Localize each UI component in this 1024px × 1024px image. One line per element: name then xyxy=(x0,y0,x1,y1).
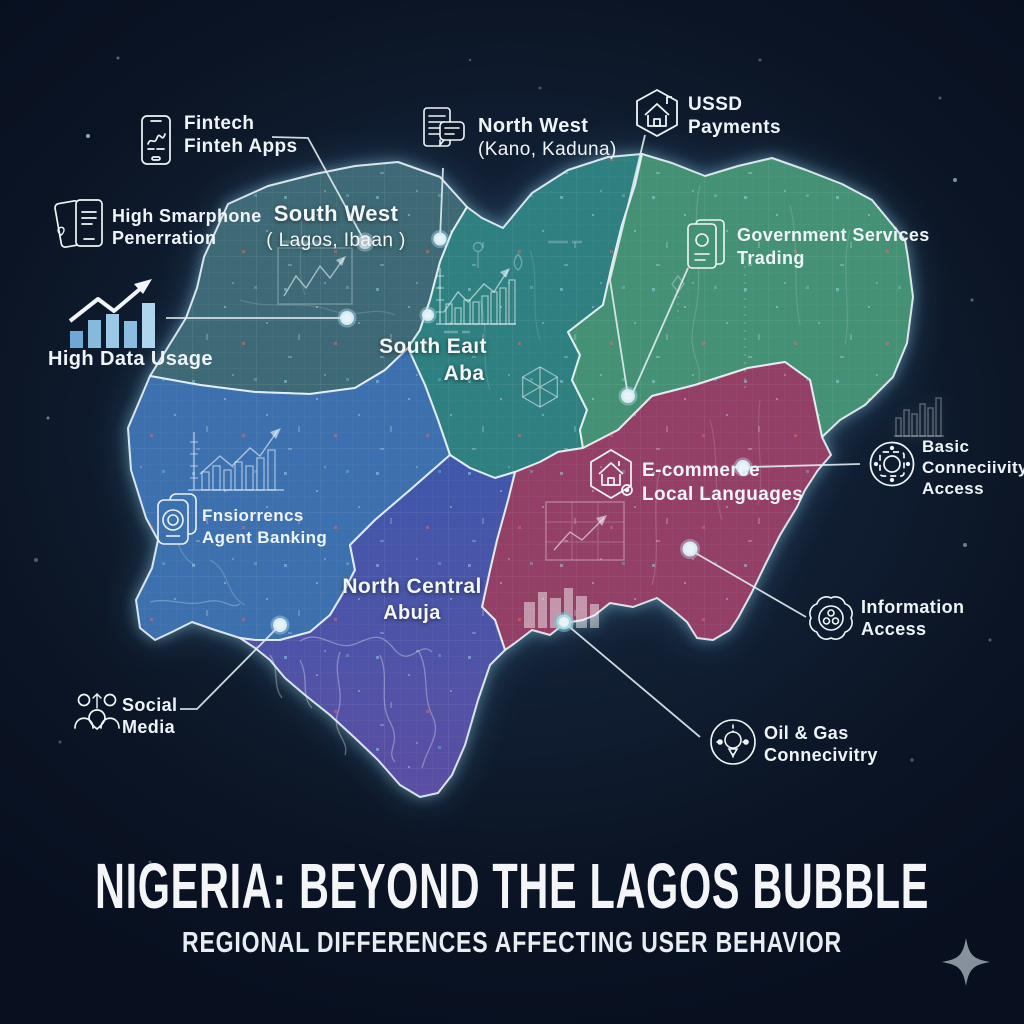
svg-text:USSD: USSD xyxy=(688,94,742,115)
piggy-bank-icon xyxy=(157,493,197,545)
documents-icon xyxy=(423,107,465,148)
svg-text:Information: Information xyxy=(861,597,964,617)
callout-ussd: USSD Payments xyxy=(636,89,781,138)
svg-text:High Smarphone: High Smarphone xyxy=(112,206,262,226)
connector-ecommerce xyxy=(749,463,861,468)
connector-north-west xyxy=(439,167,444,240)
hexagon-home-icon xyxy=(636,89,678,137)
seal-badge-icon xyxy=(809,596,853,640)
callout-fintech: Fintech Finteh Apps xyxy=(141,113,297,165)
people-icon xyxy=(74,693,120,731)
callout-social: Social Media xyxy=(74,693,177,737)
svg-text:Penerration: Penerration xyxy=(112,228,216,248)
bar-chart-glyph-ne xyxy=(894,397,944,437)
svg-text:Media: Media xyxy=(122,717,176,737)
svg-text:Access: Access xyxy=(922,479,984,498)
annotation-agent-banking: Fnsiorrencs Agent Banking xyxy=(157,493,327,547)
svg-text:Finteh Apps: Finteh Apps xyxy=(184,136,297,157)
svg-text:Conneciivity: Conneciivity xyxy=(922,458,1024,477)
svg-text:Fintech: Fintech xyxy=(184,113,254,134)
nigeria-map xyxy=(127,153,944,798)
svg-text:Local Languages: Local Languages xyxy=(642,484,803,505)
svg-text:Fnsiorrencs: Fnsiorrencs xyxy=(202,506,304,525)
connector-oil-gas xyxy=(565,623,701,738)
region-labels: South West ( Lagos, Ibaan ) South Eaıt A… xyxy=(266,201,487,624)
teardrop-glyph xyxy=(513,253,523,271)
label-south-west-cities: ( Lagos, Ibaan ) xyxy=(266,230,405,251)
annotation-e-commerce: E-commerce Local Languages xyxy=(590,449,803,505)
label-south-west: South West xyxy=(274,201,399,226)
svg-text:Agent Banking: Agent Banking xyxy=(202,528,327,547)
map-chart-glyphs xyxy=(188,240,944,628)
svg-text:Access: Access xyxy=(861,619,926,639)
mobile-app-icon xyxy=(141,115,171,165)
svg-text:Oil & Gas: Oil & Gas xyxy=(764,723,849,743)
svg-text:Government Services: Government Services xyxy=(737,225,930,245)
connector-information xyxy=(691,550,807,618)
title-block: NIGERIA: BEYOND THE LAGOS BUBBLE REGIONA… xyxy=(95,850,929,959)
connector-government xyxy=(630,267,689,398)
state-boundaries xyxy=(149,184,851,769)
growth-bars-icon xyxy=(68,279,155,348)
svg-text:North West: North West xyxy=(478,115,588,137)
svg-text:(Kano, Kaduna): (Kano, Kaduna) xyxy=(478,139,617,160)
label-north-central: North Central xyxy=(342,575,481,598)
hex-wheel-glyph xyxy=(522,366,558,408)
svg-text:Social: Social xyxy=(122,695,177,715)
callout-information: Information Access xyxy=(809,596,964,640)
sparkle-icon xyxy=(942,938,990,986)
hexagon-house-icon xyxy=(590,449,633,499)
connector-fintech xyxy=(271,136,366,243)
callout-north-west: North West (Kano, Kaduna) xyxy=(423,107,617,160)
connector-social xyxy=(180,624,281,710)
svg-text:E-commerce: E-commerce xyxy=(642,460,760,481)
connector-ussd xyxy=(609,134,646,397)
svg-text:High Data Usage: High Data Usage xyxy=(48,348,213,370)
label-north-central-city: Abuja xyxy=(383,602,441,624)
city-blocks-glyph xyxy=(524,588,599,628)
label-south-east: South Eaıt xyxy=(379,335,487,358)
callout-smartphone: High Smarphone Penerration xyxy=(54,199,262,248)
gear-circle-icon xyxy=(869,441,915,487)
svg-text:Trading: Trading xyxy=(737,248,805,268)
svg-text:Basic: Basic xyxy=(922,437,969,456)
callout-oil-gas: Oil & Gas Connecivitry xyxy=(710,719,878,765)
poster-title: NIGERIA: BEYOND THE LAGOS BUBBLE xyxy=(95,850,929,922)
bar-chart-glyph-west xyxy=(188,428,284,491)
label-south-east-city: Aba xyxy=(444,362,485,385)
background-stars xyxy=(34,56,992,864)
smartphone-icon xyxy=(54,199,103,248)
svg-text:Connecivitry: Connecivitry xyxy=(764,745,878,765)
circle-glyph xyxy=(472,241,484,253)
poster-subtitle: REGIONAL DIFFERENCES AFFECTING USER BEHA… xyxy=(182,927,842,959)
annotation-government-services: Government Services Trading xyxy=(687,219,930,269)
connector-dots xyxy=(270,230,753,635)
line-chart-glyph-east xyxy=(545,501,625,561)
svg-text:Payments: Payments xyxy=(688,117,781,138)
compass-circle-icon xyxy=(710,719,756,765)
id-card-icon xyxy=(687,219,725,269)
line-chart-glyph-sw xyxy=(277,240,353,305)
callout-basic-connectivity: Basic Conneciivity Access xyxy=(869,437,1024,498)
callout-data-usage: High Data Usage xyxy=(48,279,213,370)
connector-lines xyxy=(166,134,861,738)
bar-chart-glyph-se xyxy=(436,268,516,334)
